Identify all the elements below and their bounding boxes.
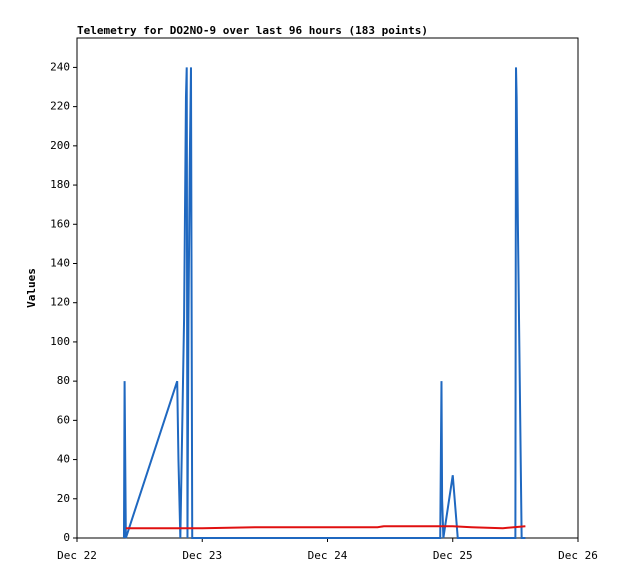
y-tick-label: 80	[57, 374, 70, 387]
y-tick-label: 40	[57, 453, 70, 466]
x-tick-label: Dec 26	[558, 549, 598, 562]
y-tick-label: 240	[50, 60, 70, 73]
plot-frame	[76, 37, 579, 539]
series-line	[125, 525, 526, 530]
y-tick-label: 100	[50, 335, 70, 348]
y-tick-label: 60	[57, 413, 70, 426]
y-tick-label: 0	[63, 531, 70, 544]
x-tick-label: Dec 23	[182, 549, 222, 562]
x-tick-label: Dec 24	[308, 549, 348, 562]
y-tick-label: 220	[50, 100, 70, 113]
x-tick-label: Dec 22	[57, 549, 97, 562]
y-tick-label: 180	[50, 178, 70, 191]
x-tick-label: Dec 25	[433, 549, 473, 562]
chart-title: Telemetry for DO2NO-9 over last 96 hours…	[77, 24, 428, 37]
y-tick-label: 120	[50, 296, 70, 309]
y-tick-label: 200	[50, 139, 70, 152]
y-tick-label: 140	[50, 256, 70, 269]
series-line	[122, 67, 526, 539]
y-tick-label: 160	[50, 217, 70, 230]
y-axis-label: Values	[25, 268, 38, 308]
y-tick-label: 20	[57, 492, 70, 505]
